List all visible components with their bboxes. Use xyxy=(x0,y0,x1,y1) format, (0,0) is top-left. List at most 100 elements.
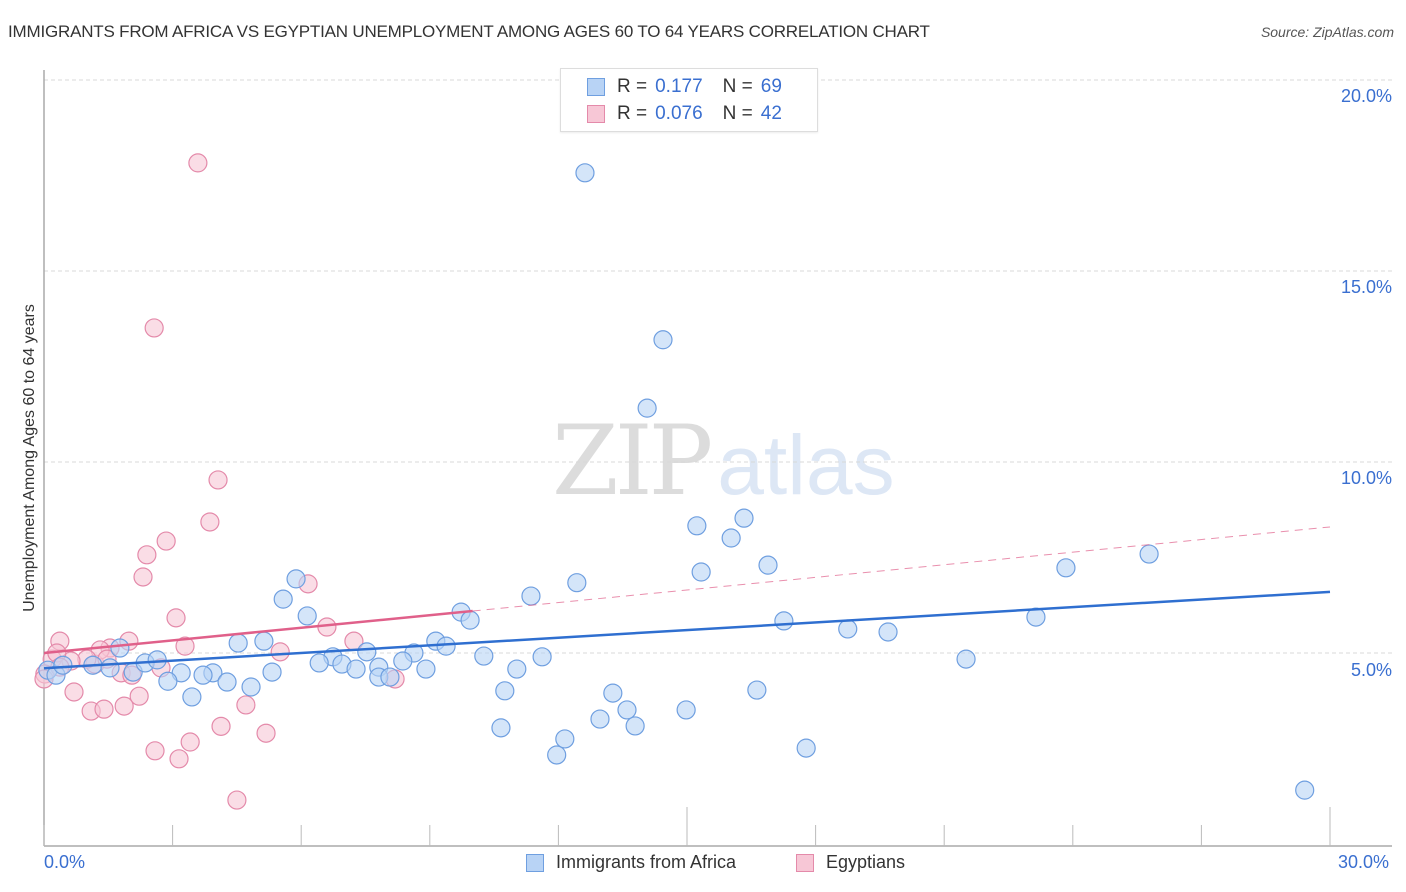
africa-swatch xyxy=(587,78,605,96)
data-point xyxy=(747,680,767,700)
y-tick-15: 15.0% xyxy=(1340,277,1392,297)
data-point xyxy=(309,653,329,673)
data-point xyxy=(380,667,400,687)
r-value: 0.177 xyxy=(655,76,703,97)
data-point xyxy=(180,732,200,752)
data-point xyxy=(145,741,165,761)
data-point xyxy=(653,330,673,350)
data-point xyxy=(734,508,754,528)
data-point xyxy=(637,398,657,418)
egyptians-trend-extension xyxy=(472,526,1331,612)
data-point xyxy=(346,659,366,679)
data-point xyxy=(676,700,696,720)
n-label: N = xyxy=(722,103,753,124)
data-point xyxy=(100,658,120,678)
data-point xyxy=(567,573,587,593)
data-point xyxy=(110,638,130,658)
y-tick-10: 10.0% xyxy=(1340,468,1392,488)
data-point xyxy=(228,633,248,653)
data-point xyxy=(575,163,595,183)
data-point xyxy=(270,642,290,662)
data-point xyxy=(547,745,567,765)
data-point xyxy=(286,569,306,589)
africa-points xyxy=(38,163,1315,800)
data-point xyxy=(94,699,114,719)
data-point xyxy=(838,619,858,639)
x-tick-min: 0.0% xyxy=(44,852,86,872)
data-point xyxy=(158,671,178,691)
y-axis-label: Unemployment Among Ages 60 to 64 years xyxy=(21,304,38,612)
data-point xyxy=(1295,780,1315,800)
data-point xyxy=(555,729,575,749)
egyptians-legend-label: Egyptians xyxy=(826,852,906,872)
data-point xyxy=(200,512,220,532)
data-point xyxy=(357,642,377,662)
data-point xyxy=(182,687,202,707)
legend-item-egyptians[interactable]: Egyptians xyxy=(796,852,905,873)
data-point xyxy=(147,650,167,670)
source-credit: Source: ZipAtlas.com xyxy=(1260,24,1394,40)
data-point xyxy=(156,531,176,551)
data-point xyxy=(521,586,541,606)
data-point xyxy=(241,677,261,697)
y-tick-5: 5.0% xyxy=(1350,660,1392,680)
africa-legend-label: Immigrants from Africa xyxy=(556,852,737,872)
r-label: R = xyxy=(617,103,648,124)
data-point xyxy=(193,665,213,685)
egyptians-trend-line xyxy=(43,609,473,655)
correlation-legend: R = 0.177 N = 69 R = 0.076 N = 42 xyxy=(560,68,818,132)
data-point xyxy=(691,562,711,582)
legend-row-egyptians: R = 0.076 N = 42 xyxy=(587,102,782,126)
data-point xyxy=(474,646,494,666)
data-point xyxy=(236,695,256,715)
data-point xyxy=(495,681,515,701)
data-point xyxy=(774,611,794,631)
data-point xyxy=(758,555,778,575)
data-point xyxy=(64,682,84,702)
data-point xyxy=(256,723,276,743)
data-point xyxy=(491,718,511,738)
data-point xyxy=(393,651,413,671)
data-point xyxy=(144,318,164,338)
data-point xyxy=(137,545,157,565)
gridlines xyxy=(44,79,1392,654)
data-point xyxy=(217,672,237,692)
axes xyxy=(43,70,1392,847)
data-point xyxy=(625,716,645,736)
x-tick-max: 30.0% xyxy=(1338,852,1390,872)
data-point xyxy=(590,709,610,729)
data-point xyxy=(416,659,436,679)
data-point xyxy=(1139,544,1159,564)
data-point xyxy=(617,700,637,720)
data-point xyxy=(878,622,898,642)
data-point xyxy=(188,153,208,173)
data-point xyxy=(208,470,228,490)
data-point xyxy=(687,516,707,536)
legend-item-africa[interactable]: Immigrants from Africa xyxy=(526,852,736,873)
data-point xyxy=(460,610,480,630)
r-value: 0.076 xyxy=(655,103,703,124)
data-point xyxy=(507,659,527,679)
y-tick-20: 20.0% xyxy=(1340,86,1392,106)
data-point xyxy=(114,696,134,716)
chart-title: IMMIGRANTS FROM AFRICA VS EGYPTIAN UNEMP… xyxy=(8,22,930,41)
data-point xyxy=(129,686,149,706)
data-point xyxy=(796,738,816,758)
n-label: N = xyxy=(722,76,753,97)
legend-row-africa: R = 0.177 N = 69 xyxy=(587,75,782,99)
data-point xyxy=(1056,558,1076,578)
data-point xyxy=(956,649,976,669)
data-point xyxy=(211,716,231,736)
data-point xyxy=(1026,607,1046,627)
egyptians-points xyxy=(34,153,405,810)
trend-lines xyxy=(43,526,1331,670)
africa-legend-swatch xyxy=(526,853,544,872)
data-point xyxy=(532,647,552,667)
r-label: R = xyxy=(617,76,648,97)
data-point xyxy=(603,683,623,703)
data-point xyxy=(721,528,741,548)
data-point xyxy=(166,608,186,628)
egyptians-legend-swatch xyxy=(796,853,814,872)
n-value: 42 xyxy=(760,103,782,124)
